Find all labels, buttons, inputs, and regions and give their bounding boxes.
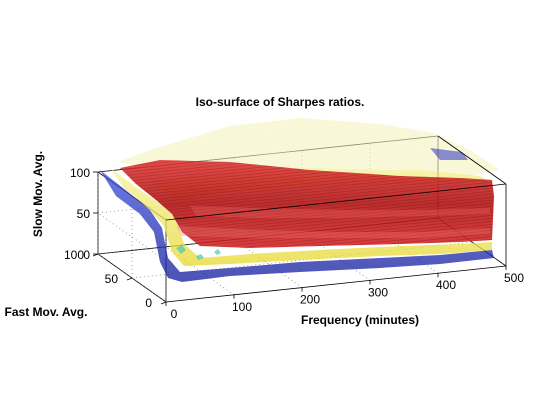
y-tick-label: 100 xyxy=(64,248,84,262)
y-axis-ticks: 0 50 100 xyxy=(64,248,167,310)
isosurface-layer-pale-streaks xyxy=(118,118,500,176)
y-tick-label: 50 xyxy=(105,272,119,286)
box-edge xyxy=(165,183,507,221)
z-tick-label: 100 xyxy=(70,166,90,180)
isosurface-red-highlight xyxy=(190,206,490,218)
isosurface-red-highlight-2 xyxy=(176,226,490,238)
x-tick-label: 400 xyxy=(436,278,456,292)
y-tick-label: 0 xyxy=(145,296,152,310)
x-tick-label: 500 xyxy=(504,271,524,285)
x-axis-ticks: 0 100 200 300 400 500 xyxy=(165,266,524,321)
x-axis-label: Frequency (minutes) xyxy=(301,313,419,327)
isosurface-layer-red-streaks xyxy=(120,160,494,248)
z-tick-label: 50 xyxy=(77,207,91,221)
y-axis-label: Fast Mov. Avg. xyxy=(5,305,88,319)
isosurface-speckles xyxy=(176,245,221,260)
y-tick-mark xyxy=(126,277,133,281)
isosurface xyxy=(100,118,500,282)
x-tick-label: 200 xyxy=(300,293,320,307)
box-edge xyxy=(165,265,507,303)
isosurface-blue-tip xyxy=(430,148,468,160)
x-tick-label: 0 xyxy=(171,307,178,321)
x-tick-label: 100 xyxy=(232,300,252,314)
box-edge xyxy=(437,135,507,185)
chart-title: Iso-surface of Sharpes ratios. xyxy=(196,95,365,109)
z-axis-ticks: 0 50 100 xyxy=(70,166,98,262)
z-axis-label: Slow Mov. Avg. xyxy=(31,151,45,237)
axes-box-front xyxy=(165,135,507,303)
x-tick-label: 300 xyxy=(368,285,388,299)
y-tick-mark xyxy=(160,301,167,305)
z-tick-label: 0 xyxy=(83,248,90,262)
